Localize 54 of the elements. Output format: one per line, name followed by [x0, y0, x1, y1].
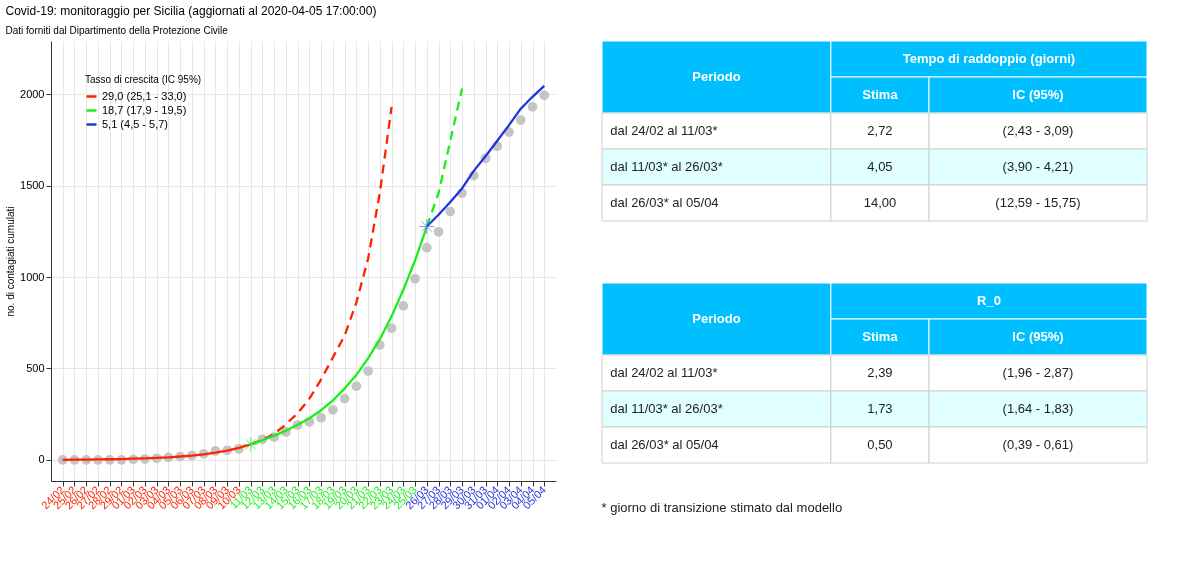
legend-label: 29,0 (25,1 - 33,0)	[102, 89, 187, 102]
legend-title: Tasso di crescita (IC 95%)	[85, 74, 202, 85]
text: 4,05	[867, 159, 893, 174]
point	[539, 90, 550, 101]
point	[421, 242, 432, 253]
text: 2,72	[867, 123, 893, 138]
text: (3,90 - 4,21)	[1002, 159, 1074, 174]
point	[363, 366, 373, 376]
point	[316, 412, 326, 423]
text: dal 24/02 al 11/03*	[610, 123, 718, 138]
point	[433, 226, 444, 237]
text: Tempo di raddoppio (giorni)	[902, 51, 1076, 66]
y-tick-label: 500	[26, 361, 45, 374]
point	[445, 206, 456, 217]
legend-label: 5,1 (4,5 - 5,7)	[102, 117, 169, 130]
point	[527, 102, 538, 112]
text: (0,39 - 0,61)	[1002, 437, 1074, 452]
legend-label: 18,7 (17,9 - 19,5)	[102, 103, 187, 116]
point	[398, 301, 409, 311]
category-label: Periodo	[692, 69, 741, 84]
text: (1,64 - 1,83)	[1002, 401, 1074, 416]
text: (1,96 - 2,87)	[1002, 365, 1074, 380]
y-axis-title: no. di contagiati cumulati	[5, 206, 17, 317]
text: dal 24/02 al 11/03*	[610, 365, 718, 380]
chart-title: Covid-19: monitoraggio per Sicilia (aggiornati al 2020-04-05 17:00:00)	[5, 4, 377, 18]
y-tick-label: 0	[38, 453, 45, 466]
y-tick-label: 1000	[20, 270, 45, 283]
line-series	[425, 84, 546, 228]
point	[339, 393, 350, 404]
text: (12,59 - 15,75)	[995, 195, 1081, 210]
point	[351, 381, 362, 392]
text: dal 11/03* al 26/03*	[610, 159, 723, 174]
point	[515, 115, 526, 125]
text: (2,43 - 3,09)	[1002, 123, 1074, 138]
text: 2,39	[867, 365, 893, 380]
text: 0,50	[867, 437, 893, 452]
point	[386, 323, 397, 334]
text: * giorno di transizione stimato dal modello	[601, 499, 843, 515]
text: 14,00	[863, 195, 897, 210]
text: dal 26/03* al 05/04	[610, 437, 719, 452]
y-tick-label: 1500	[20, 179, 45, 192]
chart-subtitle: Dati forniti dal Dipartimento della Protezione Civile	[5, 25, 229, 36]
point	[410, 273, 420, 284]
text: R_0	[977, 293, 1001, 308]
text: dal 26/03* al 05/04	[610, 195, 719, 210]
category-label: Periodo	[692, 311, 741, 326]
y-tick-label: 2000	[20, 87, 45, 100]
category-label: Stima	[862, 329, 899, 344]
category-label: IC (95%)	[1012, 87, 1064, 102]
point	[327, 404, 338, 415]
category-label: IC (95%)	[1012, 329, 1064, 344]
category-label: Stima	[862, 87, 899, 102]
text: 1,73	[867, 401, 893, 416]
text: dal 11/03* al 26/03*	[610, 401, 723, 416]
